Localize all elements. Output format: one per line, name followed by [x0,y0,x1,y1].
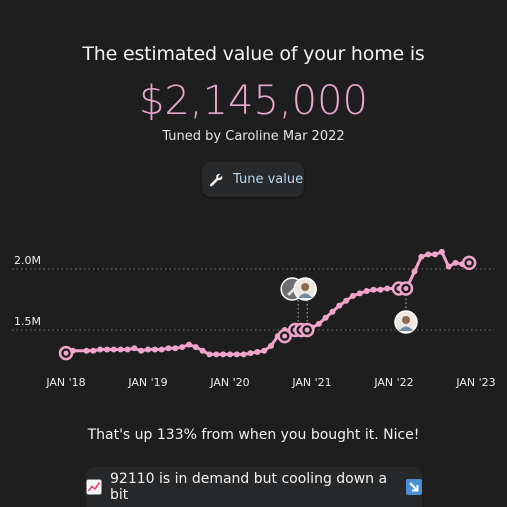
user-avatar[interactable] [293,277,317,301]
tune-value-label: Tune value [233,172,304,187]
data-point [343,297,350,304]
data-point [418,253,425,260]
data-point [377,286,384,293]
tune-marker-dot [403,286,409,292]
x-tick-label: JAN '19 [127,376,167,389]
data-point [438,248,445,255]
market-demand-text: 92110 is in demand but cooling down a bi… [110,471,388,503]
point-dot [63,350,69,356]
data-point [138,347,145,354]
tuner-avatar[interactable] [394,310,418,334]
data-point [315,320,322,327]
x-tick-label: JAN '22 [373,376,413,389]
data-point [452,259,459,266]
tune-value-button[interactable]: Tune value [202,162,304,197]
point-dot [466,260,472,266]
data-point [220,351,227,358]
data-point [69,347,76,354]
chart-increasing-icon [86,479,102,495]
value-history-chart: 2.0M 1.5M JAN '18 JAN '19 JAN '20 JAN '21 JAN… [12,248,496,389]
data-point [384,285,391,292]
x-tick-label: JAN '21 [291,376,331,389]
data-point [329,308,336,315]
data-point [445,263,452,270]
data-point [192,344,199,351]
series-line [64,250,471,356]
data-point [411,268,418,275]
data-point [322,314,329,321]
x-tick-label: JAN '20 [209,376,249,389]
y-tick-label: 1.5M [14,315,41,328]
data-point [165,345,172,352]
data-point [247,350,254,357]
data-point [145,346,151,353]
data-point [90,347,97,354]
value-headline: The estimated value of your home is [82,43,425,65]
data-point [233,351,240,358]
data-point [158,346,165,353]
data-point [206,351,213,358]
data-point [97,346,104,353]
data-point [199,347,206,354]
data-point [83,347,90,354]
data-point [336,302,343,309]
data-point [425,251,432,258]
estimated-value: $2,145,000 [138,78,369,124]
arrow-down-right-icon [406,479,422,495]
data-point [213,351,220,358]
data-point [356,290,363,297]
x-tick-label: JAN '18 [45,376,85,389]
x-tick-label: JAN '23 [455,376,495,389]
data-point [179,344,186,351]
data-point [268,342,274,349]
data-point [172,345,179,352]
tune-marker-dot [304,327,310,333]
wrench-icon [209,173,223,187]
data-point [110,346,117,353]
appreciation-summary: That's up 133% from when you bought it. … [87,427,420,443]
data-point [240,351,247,358]
y-tick-label: 2.0M [14,254,41,267]
market-demand-banner[interactable]: 92110 is in demand but cooling down a bi… [86,467,422,507]
tune-marker-dot [282,333,288,339]
data-point [261,347,268,354]
data-point [363,287,370,294]
data-point [432,251,438,258]
tuned-by-caption: Tuned by Caroline Mar 2022 [162,129,345,144]
data-point [186,341,192,348]
data-point [104,346,110,353]
data-point [124,346,131,353]
data-point [254,348,261,355]
data-point [117,346,124,353]
data-point [151,346,158,353]
data-point [131,345,138,352]
data-point [350,292,356,299]
data-point [370,286,377,293]
data-point [227,351,233,358]
